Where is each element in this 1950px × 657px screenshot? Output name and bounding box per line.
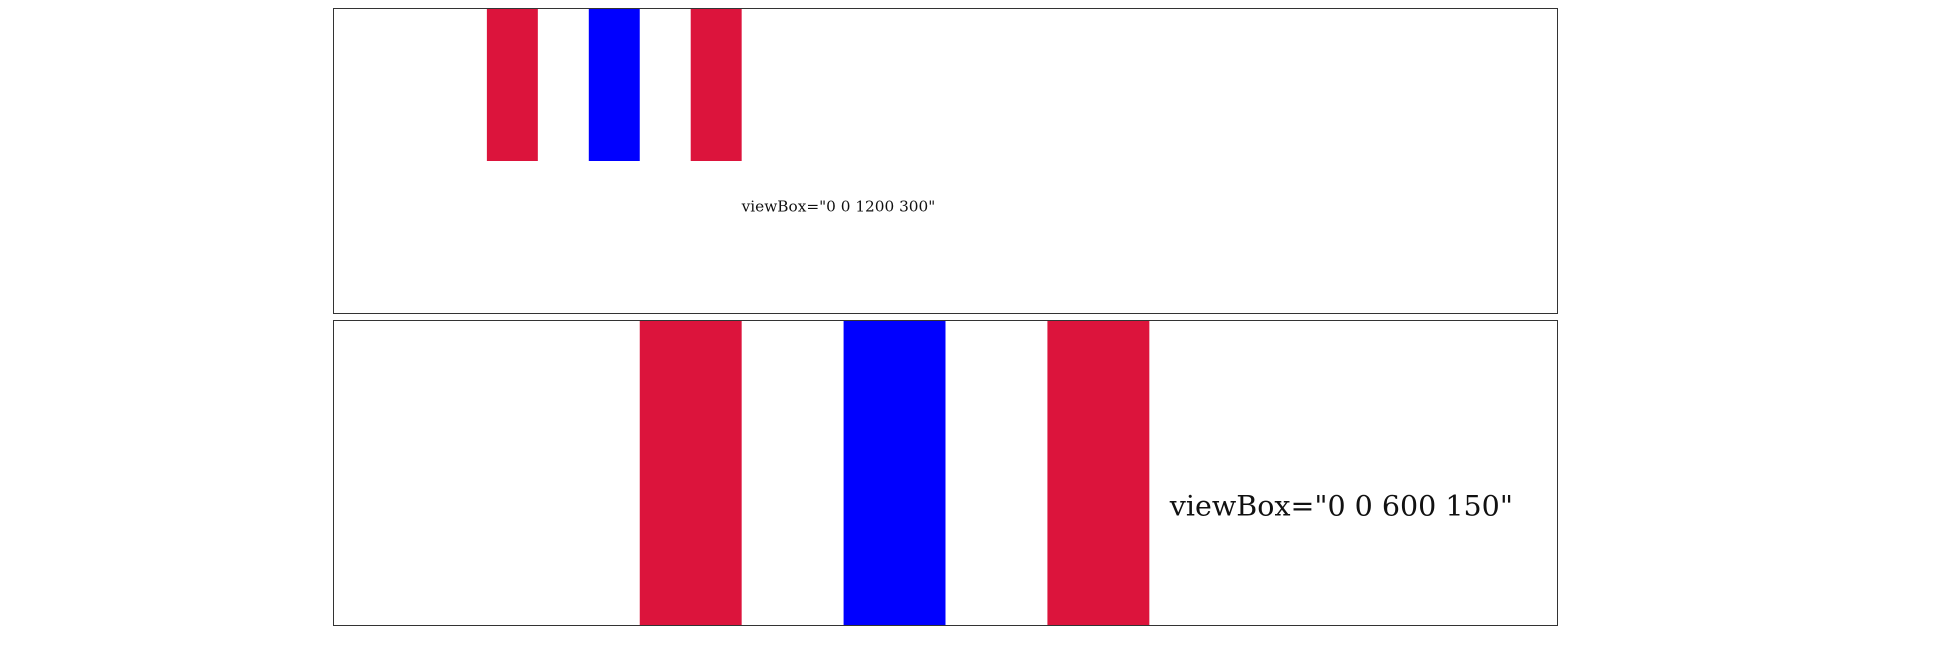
bottom-svg-canvas: viewBox="0 0 600 150" xyxy=(639,321,1513,625)
bottom-left-red-stripe xyxy=(639,321,742,625)
top-svg-canvas: viewBox="0 0 1200 300" xyxy=(486,9,936,216)
top-viewbox-label: viewBox="0 0 1200 300" xyxy=(741,198,936,216)
bottom-right-red-stripe xyxy=(1047,321,1150,625)
bottom-center-blue-stripe xyxy=(843,321,946,625)
top-right-red-stripe xyxy=(690,9,742,161)
top-viewbox-panel: viewBox="0 0 1200 300" xyxy=(333,8,1558,314)
bottom-viewbox-panel: viewBox="0 0 600 150" xyxy=(333,320,1558,626)
top-center-blue-stripe xyxy=(588,9,640,161)
top-left-red-stripe xyxy=(486,9,538,161)
bottom-viewbox-label: viewBox="0 0 600 150" xyxy=(1169,490,1513,523)
